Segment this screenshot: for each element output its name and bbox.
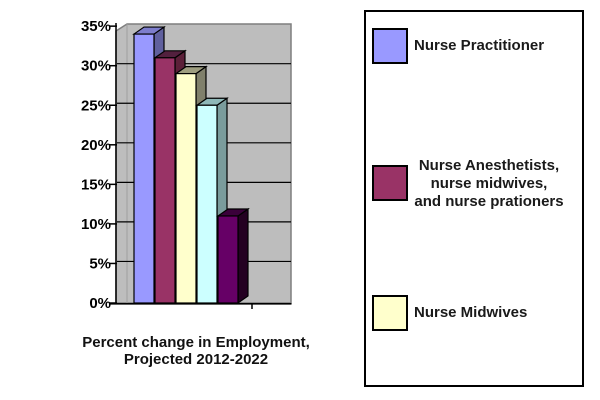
- legend-swatch-nurse-midwives-icon: [372, 295, 408, 331]
- y-tick-label: 10%: [81, 216, 111, 233]
- y-tick-label: 30%: [81, 58, 111, 75]
- chart-caption-line1: Percent change in Employment,: [82, 334, 310, 351]
- legend-label-nurse-midwives: Nurse Midwives: [414, 304, 528, 321]
- y-tick-label: 25%: [81, 97, 111, 114]
- bar-unlabeled-3: [196, 104, 218, 304]
- bar-nurse-practitioner: [133, 33, 155, 304]
- y-tick-label: 0%: [89, 295, 111, 312]
- chart-caption-line2: Projected 2012-2022: [123, 351, 269, 368]
- chart-caption: Percent change in Employment, Projected …: [46, 334, 346, 368]
- bar-unlabeled-4: [217, 215, 239, 304]
- legend-swatch-nurse-practitioner-icon: [372, 28, 408, 64]
- legend-label-nurse-anesthetists: Nurse Anesthetists, nurse midwives, and …: [414, 157, 564, 210]
- legend-label-nurse-practitioner: Nurse Practitioner: [414, 37, 545, 54]
- y-tick-label: 35%: [81, 18, 111, 35]
- bar-side-face: [237, 207, 249, 305]
- bar-nurse-midwives: [175, 73, 197, 304]
- y-tick-label: 20%: [81, 137, 111, 154]
- bar-nurse-anesthetists: [154, 57, 176, 304]
- y-tick-label: 15%: [81, 176, 111, 193]
- chart-canvas: 35% 30% 25% 20% 15% 10% 5% 0%: [81, 18, 292, 312]
- legend-swatch-nurse-anesthetists-icon: [372, 165, 408, 201]
- y-tick-label: 5%: [89, 255, 111, 272]
- employment-bar-chart: 35% 30% 25% 20% 15% 10% 5% 0%: [81, 18, 292, 312]
- legend-box: Nurse Practitioner Nurse Anesthetists, n…: [364, 10, 584, 387]
